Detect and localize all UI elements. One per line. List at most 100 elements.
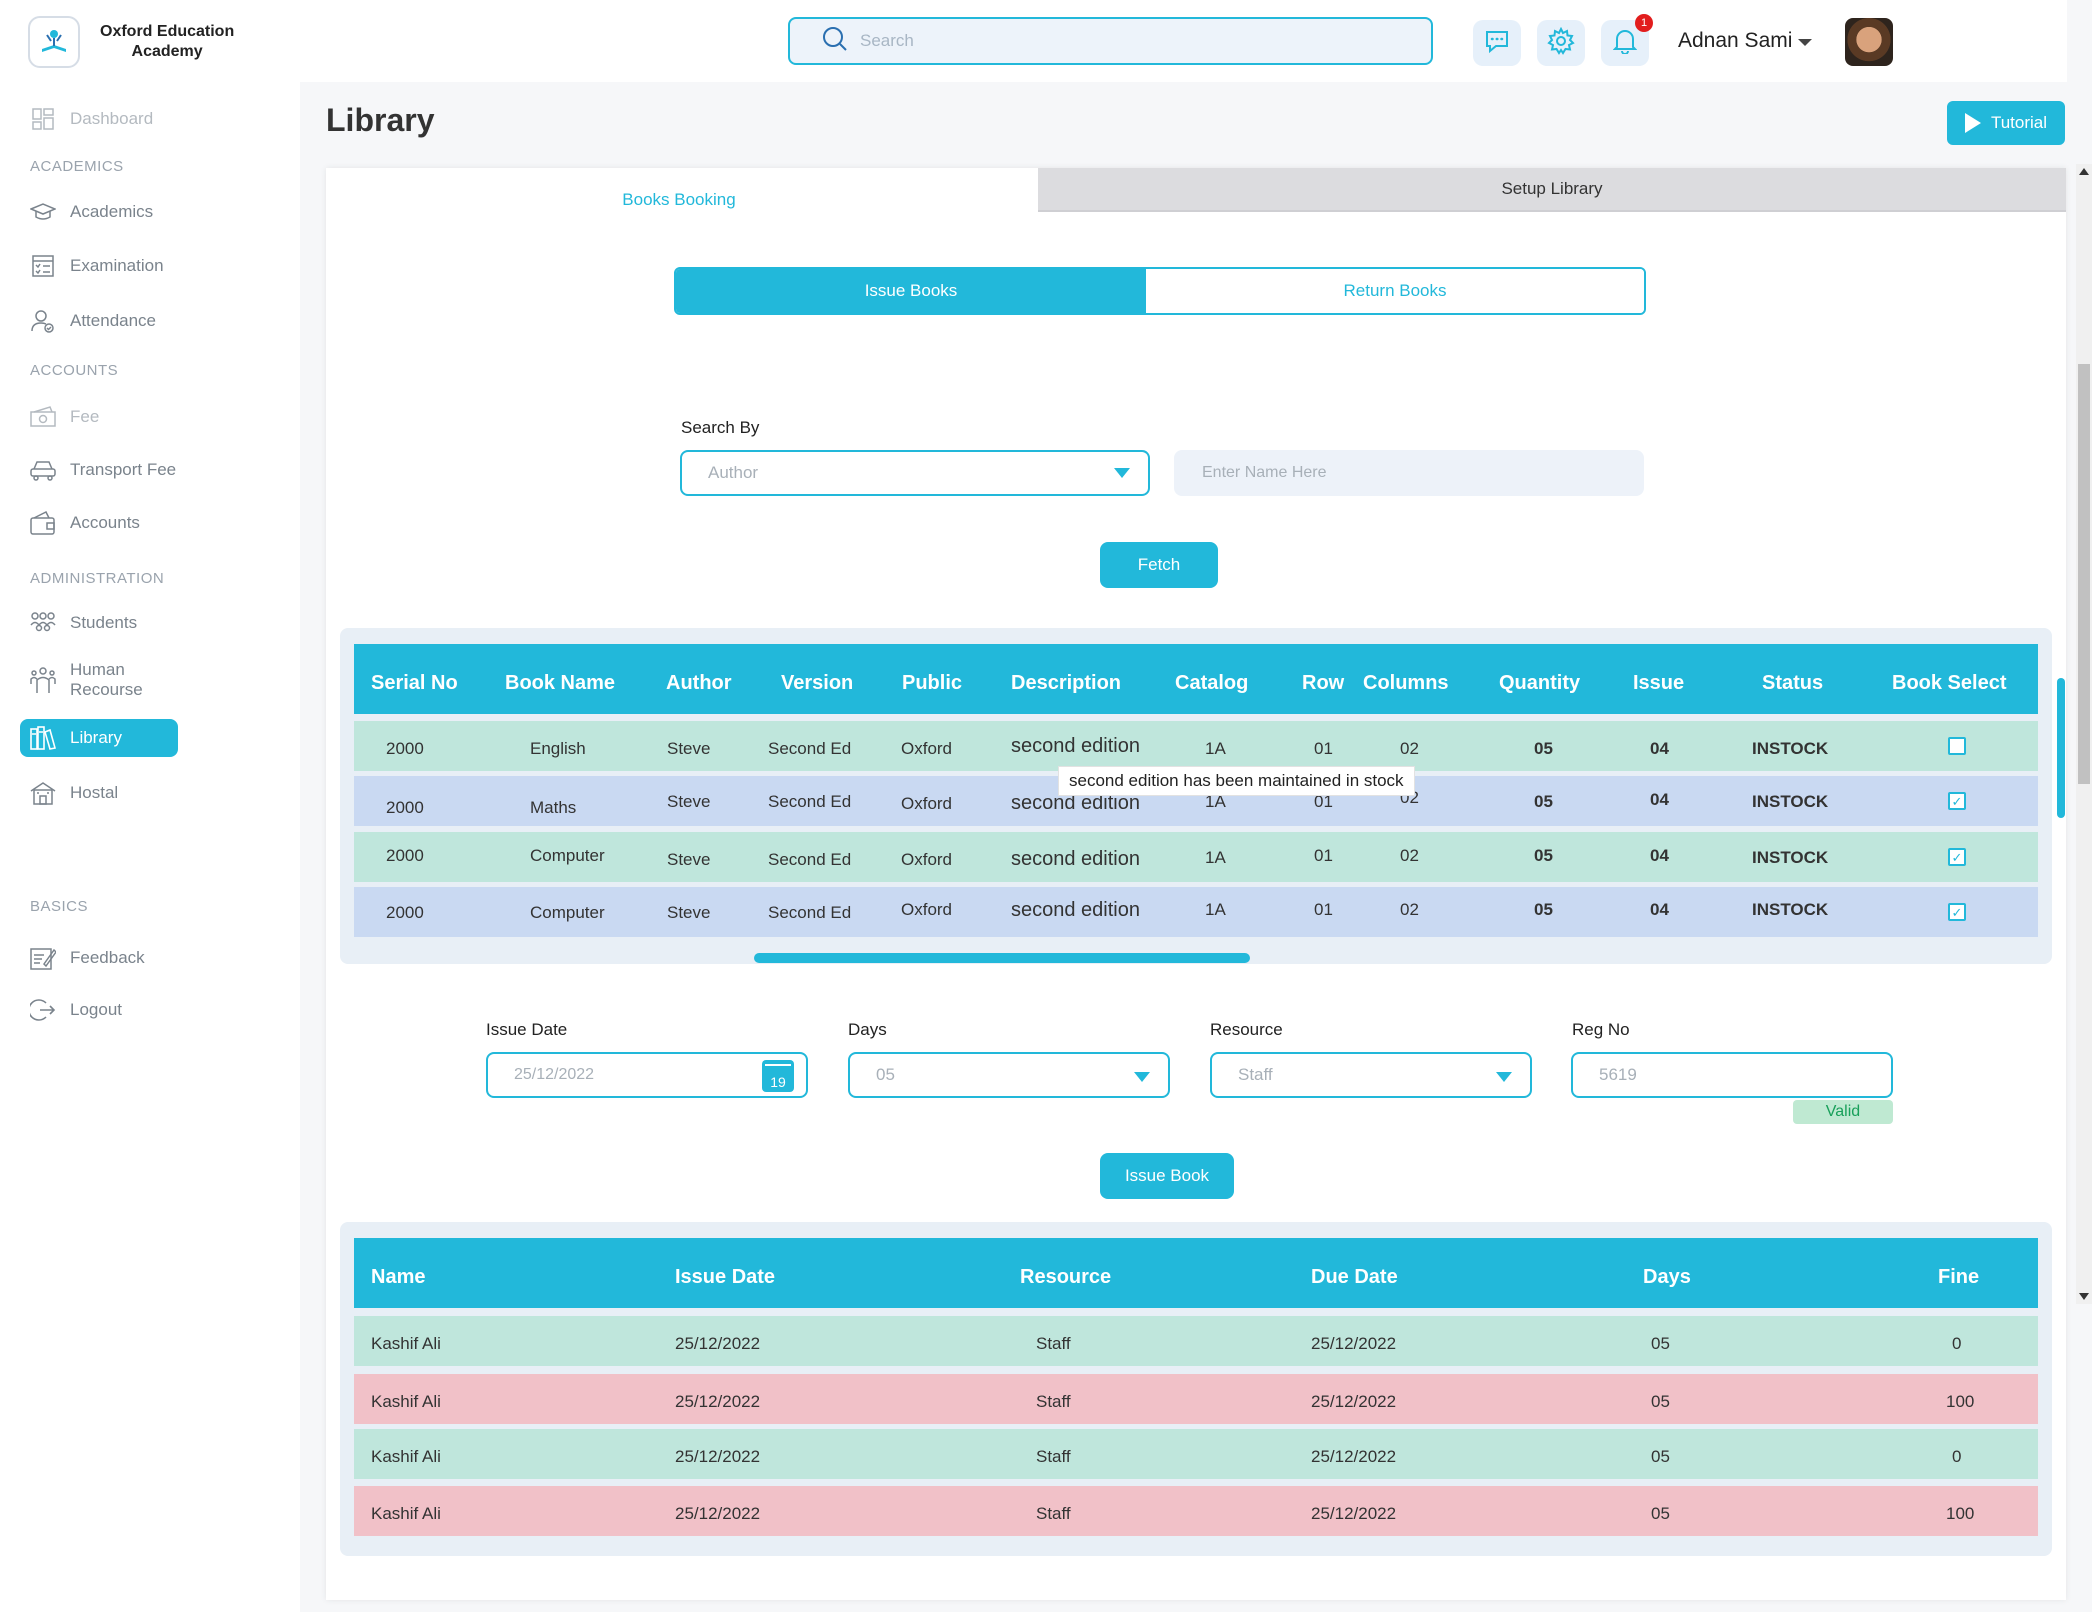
table-row[interactable]: 2000 English Steve Second Ed Oxford seco… bbox=[354, 721, 2038, 771]
sidebar-item-human-resource[interactable]: Human Recourse bbox=[20, 661, 178, 699]
cell-fine: 100 bbox=[1946, 1392, 1974, 1412]
cell-issue: 04 bbox=[1650, 846, 1669, 866]
sidebar-item-students[interactable]: Students bbox=[20, 604, 178, 642]
book-select-checkbox[interactable]: ✓ bbox=[1948, 792, 1966, 810]
sidebar-item-label: Academics bbox=[70, 202, 153, 222]
sidebar-item-transport-fee[interactable]: Transport Fee bbox=[20, 451, 178, 489]
tab-books-booking[interactable]: Books Booking bbox=[326, 168, 1032, 220]
table-row[interactable]: Kashif Ali 25/12/2022 Staff 25/12/2022 0… bbox=[354, 1316, 2038, 1366]
resource-label: Resource bbox=[1210, 1020, 1283, 1040]
search-icon bbox=[822, 26, 848, 57]
human-resource-icon bbox=[30, 667, 56, 693]
sidebar-item-examination[interactable]: Examination bbox=[20, 247, 178, 285]
table-vertical-scrollbar[interactable] bbox=[2057, 678, 2065, 818]
issue-date-label: Issue Date bbox=[486, 1020, 567, 1040]
cell-name: Kashif Ali bbox=[371, 1504, 441, 1524]
name-search-placeholder: Enter Name Here bbox=[1202, 464, 1327, 482]
fetch-button[interactable]: Fetch bbox=[1100, 542, 1218, 588]
col-name: Name bbox=[371, 1266, 425, 1289]
days-select[interactable]: 05 bbox=[848, 1052, 1170, 1098]
avatar[interactable] bbox=[1845, 18, 1893, 66]
sidebar-item-label: Library bbox=[70, 728, 122, 748]
cell-issue-date: 25/12/2022 bbox=[675, 1504, 760, 1524]
sidebar-item-academics[interactable]: Academics bbox=[20, 193, 178, 231]
brand-name-line1: Oxford Education bbox=[100, 22, 234, 42]
dropdown-caret-icon bbox=[1496, 1072, 1512, 1082]
resource-select[interactable]: Staff bbox=[1210, 1052, 1532, 1098]
sidebar-item-label: Hostal bbox=[70, 783, 118, 803]
issue-books-button[interactable]: Issue Books bbox=[676, 269, 1146, 313]
cell-quantity: 05 bbox=[1534, 792, 1553, 812]
col-description: Description bbox=[1011, 672, 1121, 695]
page-scrollbar[interactable] bbox=[2076, 164, 2092, 1304]
table-row[interactable]: 2000 Computer Steve Second Ed Oxford sec… bbox=[354, 887, 2038, 937]
calendar-icon[interactable]: 19 bbox=[762, 1060, 794, 1092]
cell-author: Steve bbox=[667, 792, 710, 812]
col-row: Row bbox=[1302, 672, 1344, 695]
tab-label: Setup Library bbox=[1501, 179, 1602, 199]
sidebar-item-library[interactable]: Library bbox=[20, 719, 178, 757]
col-quantity: Quantity bbox=[1499, 672, 1580, 695]
search-by-value: Author bbox=[708, 463, 758, 483]
tab-setup-library[interactable]: Setup Library bbox=[1038, 168, 2066, 212]
sidebar-item-hostal[interactable]: Hostal bbox=[20, 774, 178, 812]
cell-serial: 2000 bbox=[386, 903, 424, 923]
issue-book-label: Issue Book bbox=[1125, 1166, 1209, 1186]
cell-description: second edition bbox=[1011, 899, 1140, 922]
table-row[interactable]: Kashif Ali 25/12/2022 Staff 25/12/2022 0… bbox=[354, 1374, 2038, 1424]
calendar-day: 19 bbox=[770, 1074, 786, 1090]
sidebar-item-logout[interactable]: Logout bbox=[20, 991, 178, 1029]
table-horizontal-scrollbar[interactable] bbox=[754, 953, 1250, 963]
exam-sheet-icon bbox=[30, 253, 56, 279]
cell-name: Kashif Ali bbox=[371, 1447, 441, 1467]
search-placeholder: Search bbox=[860, 31, 914, 51]
brand-logo[interactable]: Oxford Education Academy bbox=[28, 16, 234, 68]
cell-description: second edition bbox=[1011, 848, 1140, 871]
col-author: Author bbox=[666, 672, 732, 695]
page-scrollbar-thumb[interactable] bbox=[2078, 364, 2090, 784]
tutorial-button[interactable]: Tutorial bbox=[1947, 101, 2065, 145]
academy-logo-icon bbox=[28, 16, 80, 68]
settings-button[interactable] bbox=[1537, 20, 1585, 66]
reg-no-value: 5619 bbox=[1599, 1065, 1637, 1085]
section-accounts: ACCOUNTS bbox=[30, 362, 118, 379]
table-row[interactable]: 2000 Computer Steve Second Ed Oxford sec… bbox=[354, 832, 2038, 882]
brand-name-line2: Academy bbox=[100, 42, 234, 62]
cell-due-date: 25/12/2022 bbox=[1311, 1447, 1396, 1467]
sidebar-item-label: Students bbox=[70, 613, 137, 633]
notifications-button[interactable]: 1 bbox=[1601, 20, 1649, 66]
reg-no-input[interactable]: 5619 bbox=[1571, 1052, 1893, 1098]
table-row[interactable]: Kashif Ali 25/12/2022 Staff 25/12/2022 0… bbox=[354, 1429, 2038, 1479]
cell-book: English bbox=[530, 739, 586, 759]
scroll-up-arrow-icon[interactable] bbox=[2079, 168, 2089, 175]
table-row[interactable]: Kashif Ali 25/12/2022 Staff 25/12/2022 0… bbox=[354, 1486, 2038, 1536]
section-academics: ACADEMICS bbox=[30, 158, 124, 175]
cell-days: 05 bbox=[1651, 1392, 1670, 1412]
messages-button[interactable] bbox=[1473, 20, 1521, 66]
name-search-input[interactable]: Enter Name Here bbox=[1174, 450, 1644, 496]
cell-resource: Staff bbox=[1036, 1334, 1071, 1354]
cell-public: Oxford bbox=[901, 900, 952, 920]
cell-columns: 02 bbox=[1400, 846, 1419, 866]
sidebar-item-attendance[interactable]: Attendance bbox=[20, 302, 178, 340]
cell-version: Second Ed bbox=[768, 792, 851, 812]
col-days: Days bbox=[1643, 1266, 1691, 1289]
sidebar-item-accounts[interactable]: Accounts bbox=[20, 504, 178, 542]
chat-bubble-icon bbox=[1484, 28, 1510, 59]
top-header: Search 1 Adnan Sami bbox=[300, 0, 2067, 82]
cash-icon bbox=[30, 404, 56, 430]
scroll-down-arrow-icon[interactable] bbox=[2079, 1293, 2089, 1300]
book-select-checkbox[interactable] bbox=[1948, 737, 1966, 755]
hostel-building-icon bbox=[30, 780, 56, 806]
sidebar-item-dashboard[interactable]: Dashboard bbox=[20, 100, 178, 138]
search-input[interactable]: Search bbox=[788, 17, 1433, 65]
user-menu[interactable]: Adnan Sami bbox=[1678, 29, 1812, 53]
search-by-select[interactable]: Author bbox=[680, 450, 1150, 496]
issue-book-button[interactable]: Issue Book bbox=[1100, 1153, 1234, 1199]
issue-date-field[interactable]: 25/12/2022 19 bbox=[486, 1052, 808, 1098]
book-select-checkbox[interactable]: ✓ bbox=[1948, 903, 1966, 921]
sidebar-item-feedback[interactable]: Feedback bbox=[20, 939, 178, 977]
sidebar-item-fee[interactable]: Fee bbox=[20, 398, 178, 436]
book-select-checkbox[interactable]: ✓ bbox=[1948, 848, 1966, 866]
return-books-button[interactable]: Return Books bbox=[1146, 269, 1644, 313]
